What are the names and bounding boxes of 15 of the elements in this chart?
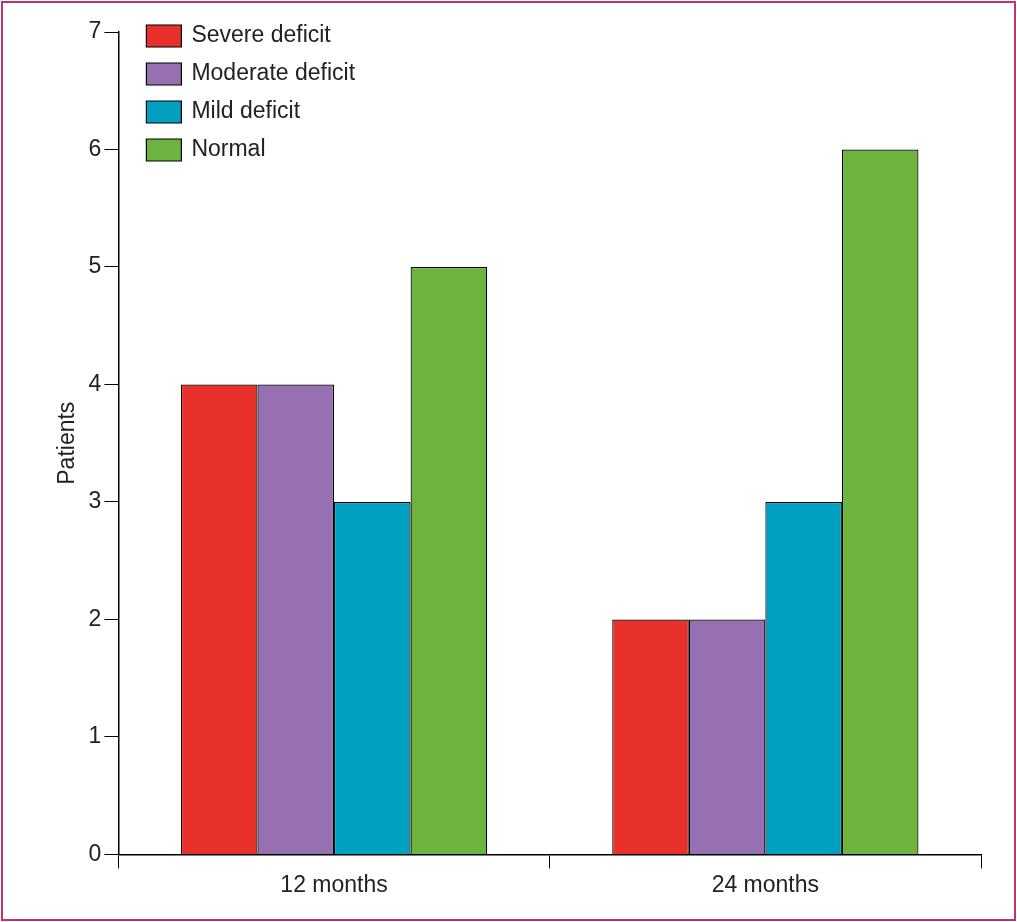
y-tick-label: 0 [88,839,102,866]
y-tick-label: 7 [88,17,102,44]
y-tick-label: 5 [88,252,102,279]
y-tick-label: 4 [88,369,102,396]
x-tick-label: 24 months [711,870,820,897]
x-tick-label: 12 months [280,870,388,897]
y-tick-label: 3 [88,487,102,514]
y-tick-label: 2 [88,604,102,631]
legend-label: Mild deficit [191,97,301,124]
legend-label: Normal [191,135,266,162]
y-axis-title: Patients [53,401,80,485]
legend-label: Severe deficit [191,21,332,48]
y-tick-label: 6 [88,134,102,161]
legend-label: Moderate deficit [191,59,356,86]
y-tick-label: 1 [88,722,102,749]
